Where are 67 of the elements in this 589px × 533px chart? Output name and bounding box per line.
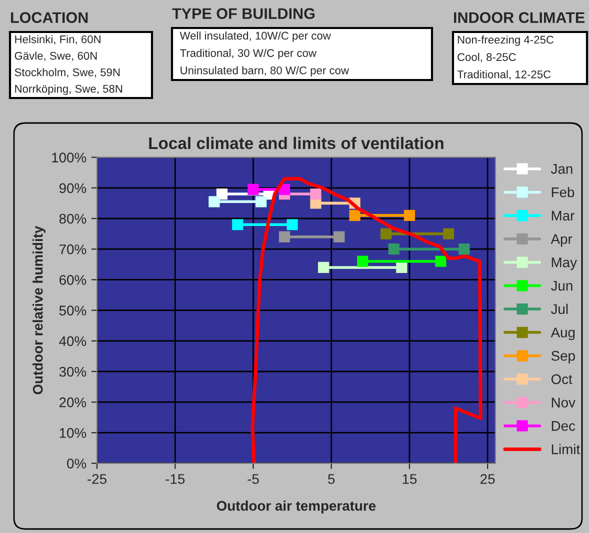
text: INDOOR CLIMATE <box>454 12 585 23</box>
legend-label: Jan <box>550 164 572 174</box>
point <box>208 196 220 208</box>
x-tick-label: -15 <box>166 474 185 484</box>
line-series <box>250 176 482 464</box>
legend-label: Apr <box>550 234 572 247</box>
y-tick-label: 30% <box>59 366 86 377</box>
legend-label: Mar <box>552 210 574 221</box>
legend-label: Sep <box>551 350 575 364</box>
y-tick-label: 0% <box>67 458 86 468</box>
x-tick-label: 15 <box>402 474 417 484</box>
point <box>216 188 228 200</box>
point <box>310 188 322 200</box>
legend-label: Aug <box>550 328 575 340</box>
y-tick-label: 40% <box>59 336 86 346</box>
y-tick-label: 70% <box>60 244 86 254</box>
point <box>286 219 298 230</box>
point <box>442 228 454 240</box>
point <box>232 219 244 230</box>
text: Norrköping, Swe, 58N <box>15 84 122 95</box>
legend-label: May <box>552 258 577 270</box>
legend-label: Oct <box>551 374 572 384</box>
y-tick-label: 20% <box>59 397 86 408</box>
y-tick-label: 50% <box>59 306 86 316</box>
chart-title: Local climate and limits of ventilation <box>149 136 444 150</box>
text: Traditional, 12-25C <box>457 70 551 80</box>
x-tick-label: 25 <box>480 474 495 484</box>
text: Helsinki, Fin, 60N <box>15 35 100 45</box>
text: TYPE OF BUILDING <box>172 8 314 19</box>
y-tick-label: 60% <box>59 275 86 285</box>
point <box>318 262 330 274</box>
point <box>388 244 400 255</box>
text: Traditional, 30 W/C per cow <box>180 48 316 60</box>
point <box>435 256 446 267</box>
point <box>278 231 290 242</box>
text: Cool, 8-25C <box>458 52 516 62</box>
y-axis-title: Outdoor relative humidity <box>32 226 46 394</box>
point <box>396 262 408 274</box>
x-axis-title: Outdoor air temperature <box>216 500 376 514</box>
point <box>334 231 345 242</box>
point <box>310 198 322 209</box>
text: Non-freezing 4-25C <box>458 35 554 46</box>
point <box>255 196 267 208</box>
point <box>248 184 259 195</box>
y-tick-label: 100% <box>52 152 86 162</box>
legend-label: Feb <box>552 187 574 198</box>
point <box>349 210 360 221</box>
text: Stockholm, Swe, 59N <box>14 68 120 78</box>
y-tick-label: 10% <box>60 428 86 438</box>
y-tick-label: 80% <box>59 214 86 224</box>
text: Gävle, Swe, 60N <box>14 52 97 62</box>
legend-label: Limit <box>552 444 580 454</box>
x-tick-label: -5 <box>248 474 259 484</box>
point <box>458 244 470 255</box>
point <box>404 210 416 221</box>
text: Uninsulated barn, 80 W/C per cow <box>180 66 350 77</box>
text: LOCATION <box>11 12 88 23</box>
point <box>380 228 392 240</box>
text: Well insulated, 10W/C per cow <box>180 31 331 42</box>
x-tick-label: -25 <box>88 474 106 484</box>
legend-label: Jul <box>550 304 568 314</box>
x-tick-label: 5 <box>328 474 335 484</box>
legend-label: Jun <box>550 280 572 291</box>
legend-label: Dec <box>552 421 576 431</box>
point <box>357 256 368 267</box>
legend-label: Nov <box>552 398 576 408</box>
y-tick-label: 90% <box>59 183 86 194</box>
